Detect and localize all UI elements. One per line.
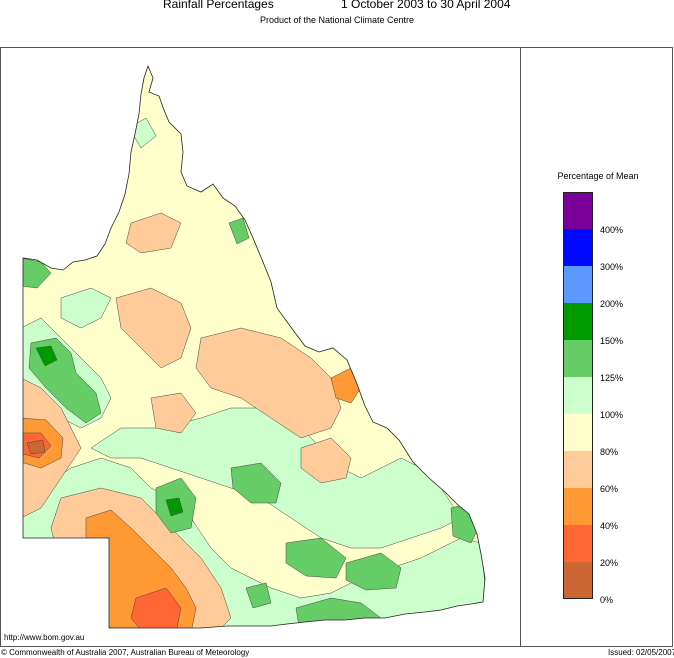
copyright-notice: © Commonwealth of Australia 2007, Austra… bbox=[1, 648, 250, 657]
legend-tick-label: 400% bbox=[600, 225, 624, 235]
legend-divider bbox=[520, 47, 521, 647]
legend-swatch bbox=[563, 562, 593, 599]
legend-tick-label: 60% bbox=[600, 484, 619, 494]
legend-swatch bbox=[563, 488, 593, 525]
legend-tick-label: 150% bbox=[600, 336, 624, 346]
legend-color-bar bbox=[563, 192, 593, 599]
map-title: Rainfall Percentages bbox=[163, 0, 274, 11]
date-range: 1 October 2003 to 30 April 2004 bbox=[341, 0, 511, 11]
legend-swatch bbox=[563, 414, 593, 451]
legend-swatch bbox=[563, 229, 593, 266]
legend-swatch bbox=[563, 377, 593, 414]
legend-tick-label: 300% bbox=[600, 262, 624, 272]
legend-swatch bbox=[563, 303, 593, 340]
source-url: http://www.bom.gov.au bbox=[4, 633, 85, 642]
legend-tick-label: 80% bbox=[600, 447, 619, 457]
legend-swatch bbox=[563, 525, 593, 562]
legend-swatch bbox=[563, 266, 593, 303]
legend-title: Percentage of Mean bbox=[557, 171, 639, 181]
map-frame bbox=[0, 47, 673, 647]
legend-tick-label: 100% bbox=[600, 410, 624, 420]
legend-tick-label: 125% bbox=[600, 373, 624, 383]
map-subtitle: Product of the National Climate Centre bbox=[259, 15, 415, 25]
queensland-rainfall-map bbox=[22, 64, 486, 629]
legend-tick-label: 20% bbox=[600, 558, 619, 568]
legend-tick-label: 0% bbox=[600, 595, 614, 605]
legend-swatch bbox=[563, 192, 593, 229]
legend-swatch bbox=[563, 451, 593, 488]
legend-tick-label: 40% bbox=[600, 521, 619, 531]
legend-tick-label: 200% bbox=[600, 299, 624, 309]
legend-swatch bbox=[563, 340, 593, 377]
issued-date: Issued: 02/05/2007 bbox=[608, 648, 674, 657]
